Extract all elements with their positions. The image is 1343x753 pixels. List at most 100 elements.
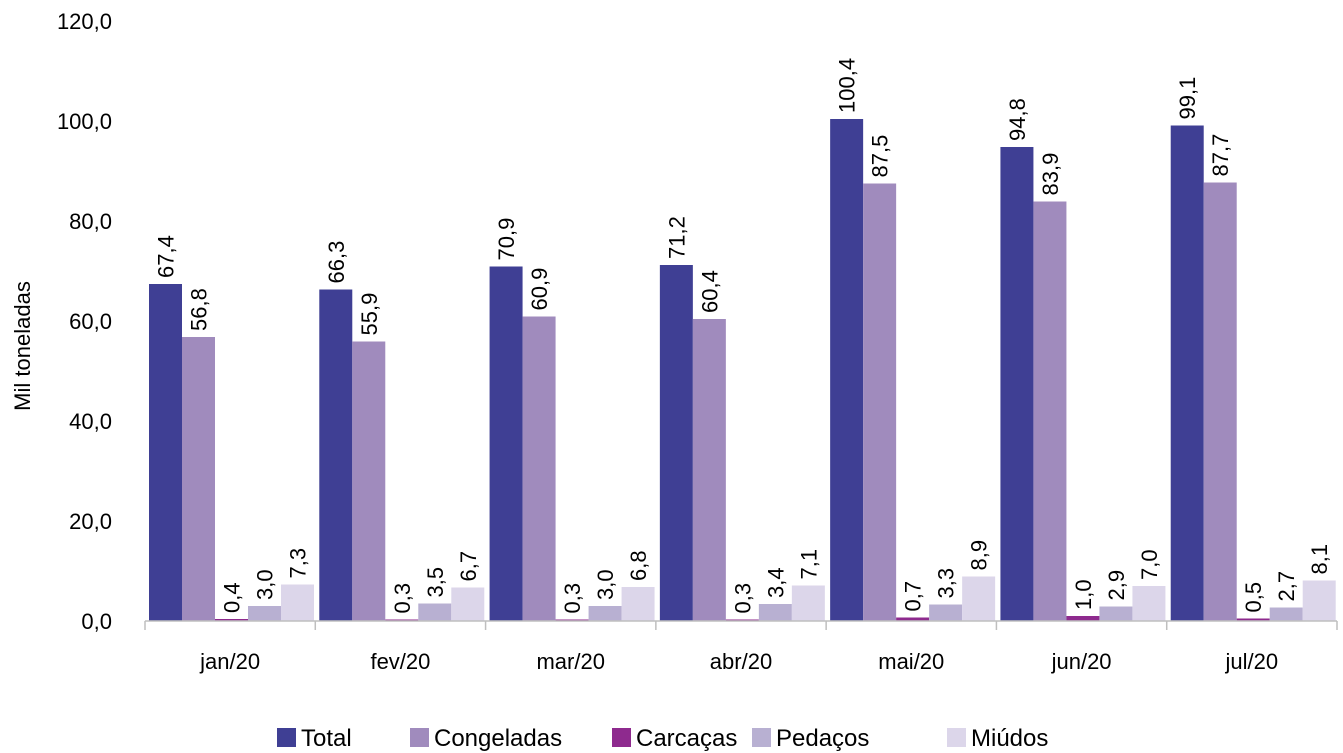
legend-swatch — [410, 728, 429, 747]
data-label: 8,1 — [1307, 544, 1332, 575]
x-axis-labels: jan/20 fev/20 mar/20 abr/20 mai/20 jun/20 jul/… — [199, 649, 1278, 674]
bar — [1066, 616, 1100, 621]
data-label: 6,7 — [456, 551, 481, 582]
y-tick-label: 100,0 — [57, 109, 112, 134]
bar — [215, 619, 248, 621]
data-label: 0,3 — [560, 583, 585, 614]
bar — [248, 606, 281, 621]
data-label: 2,9 — [1104, 570, 1129, 601]
data-label: 8,9 — [967, 540, 992, 571]
data-label: 7,3 — [286, 548, 311, 579]
bar — [896, 617, 930, 621]
bar — [830, 119, 864, 621]
data-label: 3,0 — [593, 569, 618, 600]
data-label: 67,4 — [154, 235, 179, 278]
data-label: 2,7 — [1274, 571, 1299, 602]
data-label: 0,3 — [390, 583, 415, 614]
data-label: 0,3 — [730, 583, 755, 614]
bar — [1132, 586, 1166, 621]
data-label: 7,1 — [796, 549, 821, 580]
bar — [522, 316, 556, 621]
data-label: 100,4 — [835, 58, 860, 113]
x-axis-ticks — [144, 621, 1338, 630]
data-labels-group: 67,4 66,3 70,9 71,2 100,4 94,8 99,1 56,8 55,9 60,… — [154, 58, 1333, 614]
y-tick-label: 20,0 — [69, 509, 112, 534]
x-tick-label: mai/20 — [878, 649, 944, 674]
data-label: 3,0 — [253, 569, 278, 600]
legend-swatch — [612, 728, 631, 747]
bar — [489, 266, 523, 621]
legend: Total Congeladas Carcaças Pedaços Miúdos — [277, 725, 1048, 752]
y-tick-label: 60,0 — [69, 309, 112, 334]
bar — [1302, 580, 1336, 621]
legend-label: Congeladas — [434, 725, 562, 752]
data-label: 0,7 — [901, 581, 926, 612]
x-tick-label: jan/20 — [199, 649, 260, 674]
bar — [1170, 125, 1204, 621]
data-label: 60,4 — [697, 270, 722, 313]
data-label: 87,7 — [1208, 134, 1233, 177]
y-axis-ticks: 0,0 20,0 40,0 60,0 80,0 100,0 120,0 — [57, 9, 112, 634]
bars-group — [149, 119, 1336, 621]
data-label: 3,3 — [934, 568, 959, 599]
y-tick-label: 0,0 — [81, 609, 112, 634]
x-tick-label: abr/20 — [710, 649, 772, 674]
data-label: 0,4 — [220, 582, 245, 613]
bar — [281, 584, 314, 621]
bar — [588, 606, 622, 621]
data-label: 0,5 — [1241, 582, 1266, 613]
legend-swatch — [277, 728, 296, 747]
y-tick-label: 80,0 — [69, 209, 112, 234]
data-label: 1,0 — [1071, 579, 1096, 610]
legend-label: Carcaças — [636, 725, 737, 752]
data-label: 60,9 — [527, 268, 552, 311]
bar — [1203, 182, 1237, 621]
bar — [1033, 201, 1067, 621]
data-label: 94,8 — [1005, 98, 1030, 141]
data-label: 71,2 — [664, 216, 689, 259]
bar — [621, 587, 655, 621]
x-tick-label: mar/20 — [536, 649, 604, 674]
data-label: 55,9 — [357, 293, 382, 336]
bar — [149, 284, 182, 621]
legend-label: Miúdos — [971, 725, 1048, 752]
bar — [758, 604, 792, 621]
bar — [791, 585, 825, 621]
bar — [1099, 606, 1133, 621]
data-label: 70,9 — [494, 218, 519, 261]
bar — [692, 319, 726, 621]
data-label: 56,8 — [187, 288, 212, 331]
x-tick-label: fev/20 — [370, 649, 430, 674]
legend-label: Total — [301, 725, 352, 752]
bar — [352, 341, 386, 621]
legend-label: Pedaços — [776, 725, 869, 752]
data-label: 83,9 — [1038, 153, 1063, 196]
bar — [1269, 607, 1303, 621]
legend-swatch — [947, 728, 966, 747]
data-label: 6,8 — [626, 550, 651, 581]
bar — [418, 603, 452, 621]
bar — [863, 183, 897, 621]
data-label: 87,5 — [868, 135, 893, 178]
data-label: 7,0 — [1137, 549, 1162, 580]
bar — [1236, 618, 1270, 621]
bar — [319, 289, 353, 621]
x-tick-label: jul/20 — [1225, 649, 1279, 674]
bar — [962, 576, 996, 621]
y-axis-title: Mil toneladas — [10, 281, 35, 411]
data-label: 99,1 — [1175, 77, 1200, 120]
bar — [929, 604, 963, 621]
y-tick-label: 40,0 — [69, 409, 112, 434]
bar — [1000, 147, 1034, 621]
bar — [182, 337, 215, 621]
data-label: 3,5 — [423, 567, 448, 598]
x-tick-label: jun/20 — [1051, 649, 1112, 674]
y-tick-label: 120,0 — [57, 9, 112, 34]
bar — [451, 587, 485, 621]
legend-swatch — [752, 728, 771, 747]
data-label: 3,4 — [763, 567, 788, 598]
data-label: 66,3 — [324, 241, 349, 284]
bar — [659, 265, 693, 621]
